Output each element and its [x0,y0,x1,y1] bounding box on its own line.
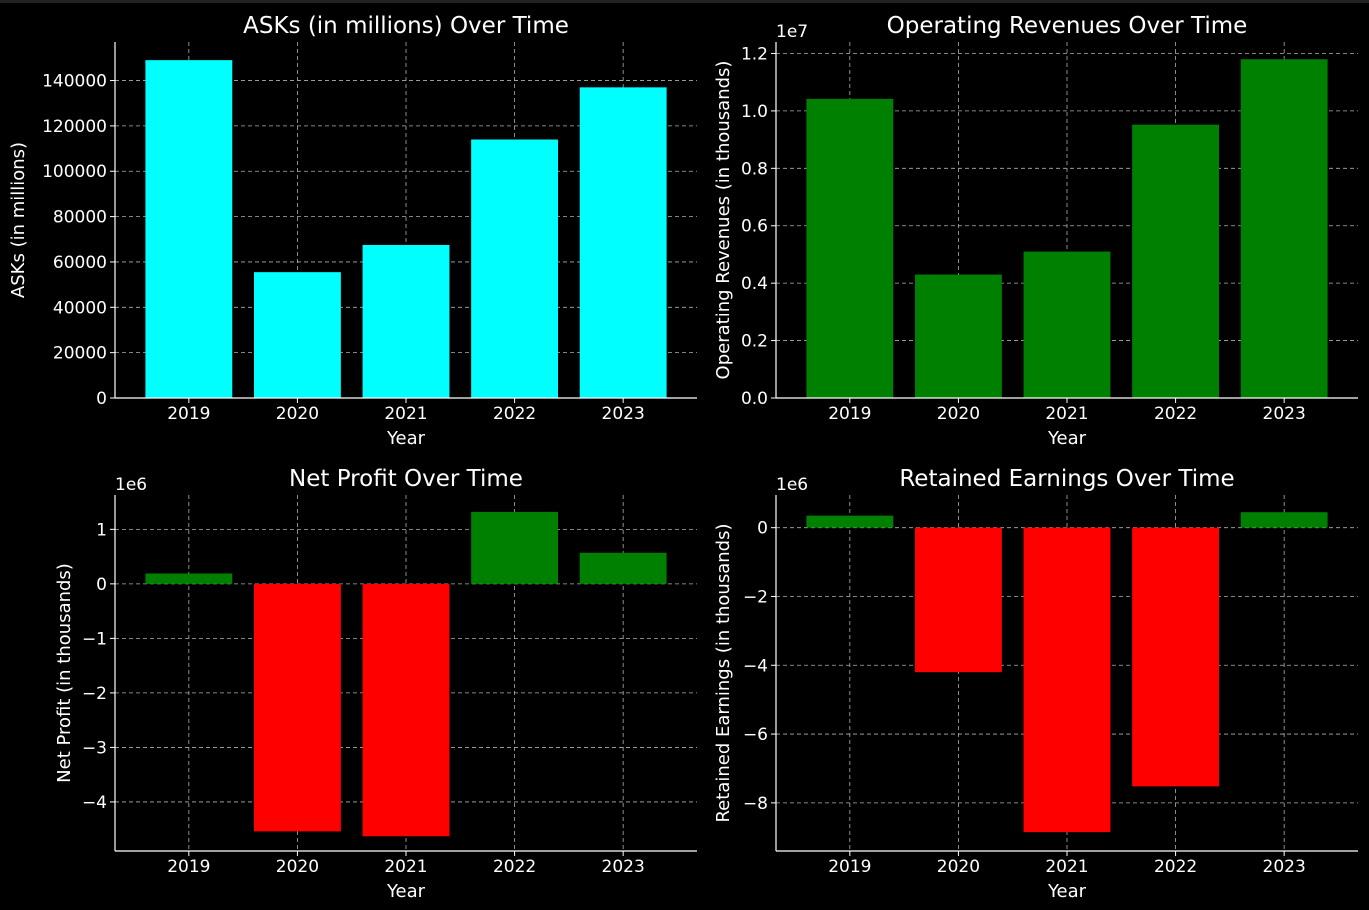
y-tick-label: 0.4 [741,274,768,294]
x-axis-label: Year [1047,881,1087,902]
chart-title: Retained Earnings Over Time [899,466,1234,492]
bar-2023 [1240,512,1328,528]
chart-title: Operating Revenues Over Time [887,13,1248,39]
x-tick-label: 2019 [828,404,871,424]
x-tick-label: 2022 [1154,404,1197,424]
bar-2023 [579,552,667,584]
bar-2022 [1132,527,1220,787]
y-tick-label: −4 [743,656,768,676]
y-tick-label: 0.0 [741,389,768,409]
y-tick-label: −1 [82,629,107,649]
y-axis-label: Net Profit (in thousands) [54,563,75,783]
y-tick-label: 60000 [53,253,107,273]
x-tick-label: 2022 [1154,857,1197,877]
y-tick-label: 20000 [53,344,107,364]
bar-2023 [579,87,667,399]
bar-2019 [806,98,894,399]
bar-2020 [914,274,1002,398]
x-tick-label: 2021 [1045,404,1088,424]
y-tick-label: 0.2 [741,332,768,352]
y-axis-label: Operating Revenues (in thousands) [713,61,734,380]
bar-2021 [1023,527,1111,833]
axis-offset-label: 1e6 [776,475,808,495]
chart-panel-3: −4 −3 −2 −1 0 1 2019 2020 2021 2022 2023 Net Profit… [54,466,697,902]
y-tick-label: 1.2 [741,44,768,64]
y-tick-label: 0.6 [741,217,768,237]
y-tick-label: −2 [743,587,768,607]
bar-2021 [1023,251,1111,398]
bar-2023 [1240,59,1328,399]
axis-offset-label: 1e7 [776,22,808,42]
x-tick-label: 2020 [937,857,980,877]
y-tick-label: −8 [743,794,768,814]
x-tick-label: 2020 [276,404,319,424]
bar-2019 [145,60,233,398]
y-tick-label: 40000 [53,298,107,318]
y-tick-label: 0 [96,389,107,409]
chart-title: ASKs (in millions) Over Time [243,13,569,39]
y-tick-label: 120000 [42,117,107,137]
x-tick-label: 2023 [602,404,645,424]
bar-2021 [362,583,450,837]
y-axis-label: ASKs (in millions) [8,142,29,298]
window-top-edge [0,0,1369,3]
y-axis-label: Retained Earnings (in thousands) [713,523,734,822]
x-tick-label: 2023 [1263,857,1306,877]
x-tick-label: 2020 [937,404,980,424]
x-axis-label: Year [386,881,426,902]
x-tick-label: 2020 [276,857,319,877]
y-tick-label: 0 [96,575,107,595]
y-tick-label: 80000 [53,208,107,228]
x-tick-label: 2022 [493,857,536,877]
chart-panel-1: 0 20000 40000 60000 80000 100000 120000 140000 2… [8,13,697,449]
x-tick-label: 2023 [602,857,645,877]
bar-2022 [471,139,559,399]
x-tick-label: 2021 [384,857,427,877]
bar-2019 [806,515,894,528]
x-tick-label: 2021 [384,404,427,424]
bar-2020 [914,527,1002,673]
bar-2019 [145,573,233,584]
x-tick-label: 2019 [828,857,871,877]
axis-offset-label: 1e6 [115,475,147,495]
chart-title: Net Profit Over Time [289,466,523,492]
chart-panel-4: −8 −6 −4 −2 0 2019 2020 2021 2022 2023 Retained Ea… [713,466,1358,902]
bar-2022 [1132,124,1220,398]
y-tick-label: 0.8 [741,159,768,179]
x-axis-label: Year [386,428,426,449]
y-tick-label: −2 [82,684,107,704]
bar-2022 [471,511,559,584]
x-tick-label: 2019 [167,857,210,877]
y-tick-label: 1 [96,520,107,540]
bar-2020 [253,583,341,832]
bar-2021 [362,244,450,398]
y-tick-label: 0 [757,519,768,539]
x-tick-label: 2021 [1045,857,1088,877]
x-tick-label: 2019 [167,404,210,424]
y-tick-label: 100000 [42,162,107,182]
x-axis-label: Year [1047,428,1087,449]
y-tick-label: −4 [82,793,107,813]
y-tick-label: −6 [743,725,768,745]
y-tick-label: 140000 [42,72,107,92]
x-tick-label: 2022 [493,404,536,424]
bar-2020 [253,272,341,398]
x-tick-label: 2023 [1263,404,1306,424]
y-tick-label: 1.0 [741,102,768,122]
chart-panel-2: 0.0 0.2 0.4 0.6 0.8 1.0 1.2 2019 2020 2021 2022 202… [713,13,1358,449]
y-tick-label: −3 [82,738,107,758]
